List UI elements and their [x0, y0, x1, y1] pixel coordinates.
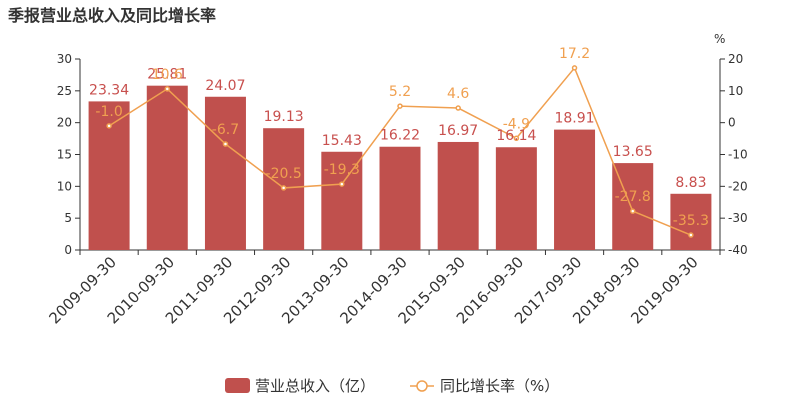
bar: [321, 151, 363, 250]
line-value-label: -6.7: [212, 122, 239, 138]
y-right-tick-label: -30: [728, 211, 748, 225]
line-value-label: 17.2: [559, 46, 590, 62]
line-value-label: -4.9: [503, 116, 530, 132]
legend-bar-label: 营业总收入（亿）: [255, 377, 375, 395]
y-left-tick-label: 0: [64, 243, 72, 257]
y-right-tick-label: -20: [728, 179, 748, 193]
bar-value-label: 15.43: [322, 133, 362, 149]
y-right-tick-label: 0: [728, 116, 736, 130]
y-right-tick-label: -10: [728, 148, 748, 162]
line-point: [222, 141, 229, 147]
line-value-label: -27.8: [615, 189, 651, 205]
line-point: [280, 185, 287, 191]
line-value-label: 10.6: [152, 67, 183, 83]
data-labels: 23.34 25.81 24.07 19.13 15.43 16.22 16.97 16.14…: [89, 46, 709, 229]
line-point: [688, 232, 694, 238]
y-right-tick-label: -40: [728, 243, 748, 257]
bar: [670, 193, 712, 250]
line-point: [571, 65, 578, 71]
line-point: [397, 103, 403, 109]
bar-value-label: 16.97: [438, 123, 478, 139]
legend-bar-swatch: [225, 378, 250, 393]
y-left-tick-label: 15: [57, 148, 72, 162]
line-point: [106, 123, 112, 129]
bar-value-label: 23.34: [89, 82, 129, 98]
line-value-label: -35.3: [673, 213, 709, 229]
y-left-tick-label: 20: [57, 116, 72, 130]
y-right-unit-label: %: [714, 32, 725, 46]
bar: [379, 146, 421, 250]
bar: [437, 141, 479, 250]
bar-value-label: 8.83: [675, 175, 706, 191]
y-left-tick-label: 5: [64, 211, 72, 225]
legend[interactable]: 营业总收入（亿） 同比增长率（%）: [225, 377, 559, 395]
bar: [554, 129, 596, 250]
bars: [88, 85, 712, 250]
line-point: [339, 181, 345, 187]
legend-line-label: 同比增长率（%）: [440, 377, 559, 395]
line-value-label: 4.6: [447, 86, 469, 102]
bar: [204, 96, 246, 250]
line-value-label: -1.0: [95, 104, 122, 120]
bar-value-label: 25.81: [147, 67, 187, 83]
y-right-tick-label: 10: [728, 84, 743, 98]
line-value-label: -19.3: [324, 162, 360, 178]
bar-value-label: 13.65: [613, 144, 653, 160]
bar: [495, 147, 537, 250]
line-value-label: 5.2: [389, 84, 411, 100]
bar-value-label: 19.13: [264, 109, 304, 125]
bar: [146, 85, 188, 250]
y-right-tick-label: 20: [728, 52, 743, 66]
legend-line-marker: [416, 380, 428, 392]
y-left-tick-label: 30: [57, 52, 72, 66]
bar-value-label: 24.07: [205, 78, 245, 94]
y-left-tick-label: 10: [57, 179, 72, 193]
line-point: [455, 105, 461, 111]
line-point: [164, 86, 171, 92]
chart-title: 季报营业总收入及同比增长率: [8, 8, 217, 25]
bar-value-label: 16.14: [496, 128, 536, 144]
y-left-tick-label: 25: [57, 84, 72, 98]
line-point: [513, 135, 520, 142]
bar-value-label: 18.91: [554, 111, 594, 127]
growth-line: [106, 65, 694, 238]
line-point: [629, 208, 636, 214]
line-value-label: -20.5: [266, 166, 302, 182]
bar-value-label: 16.22: [380, 128, 420, 144]
